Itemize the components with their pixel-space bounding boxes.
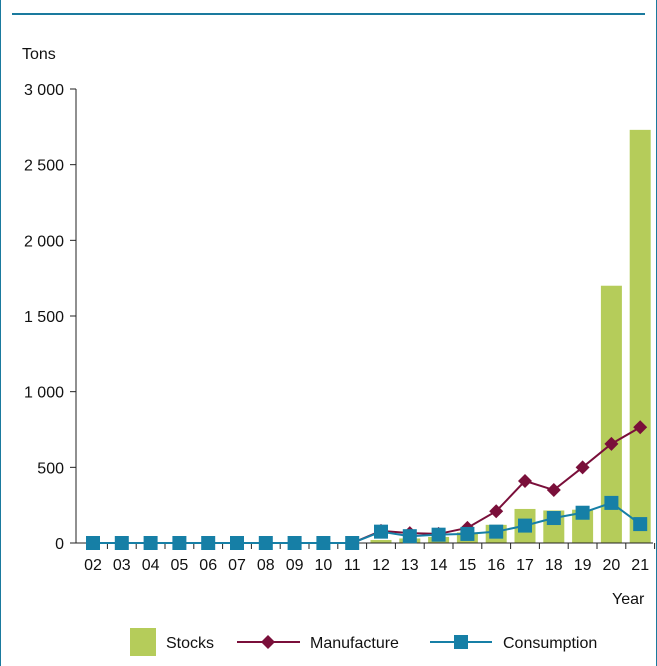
x-tick-label: 18 [545,557,563,574]
bar-stocks-12 [370,539,392,543]
point-consumption-07 [230,536,244,550]
point-consumption-04 [143,536,158,550]
point-consumption-17 [518,518,532,533]
y-tick-label: 3 000 [24,82,64,99]
point-manufacture-19 [575,460,590,475]
x-tick-label: 10 [315,557,333,574]
legend-label-stocks: Stocks [166,635,214,652]
point-consumption-21 [633,517,648,532]
legend-item-consumption: Consumption [430,635,597,652]
point-consumption-16 [489,524,504,539]
point-consumption-11 [345,536,360,550]
legend: Stocks Manufacture Consumption [130,628,597,656]
point-manufacture-21 [633,420,648,435]
x-tick-label: 16 [487,557,505,574]
legend-swatch-stocks [130,628,156,656]
point-consumption-05 [172,536,187,550]
legend-marker-manufacture [261,635,275,649]
x-tick-label: 21 [631,557,649,574]
x-tick-label: 02 [84,557,102,574]
x-tick-label: 12 [372,557,390,574]
axes-layer [75,89,653,544]
x-tick-label: 03 [113,557,131,574]
point-consumption-15 [460,526,475,541]
point-consumption-08 [258,536,273,550]
point-consumption-19 [575,505,590,520]
x-tick-label: 07 [228,557,246,574]
x-tick-label: 08 [257,557,275,574]
point-manufacture-17 [518,473,532,488]
point-manufacture-16 [489,504,504,519]
legend-item-manufacture: Manufacture [237,635,399,652]
x-tick-label: 11 [344,557,361,574]
x-tick-label: 14 [430,557,448,574]
y-tick-label: 0 [55,536,64,553]
point-manufacture-20 [604,436,619,451]
point-consumption-12 [374,524,388,539]
y-ticks: 0 500 1 000 1 500 2 000 2 500 3 000 [24,82,76,553]
y-tick-label: 1 500 [24,309,64,326]
x-tick-label: 05 [171,557,189,574]
x-tick-label: 20 [603,557,621,574]
point-consumption-03 [114,536,129,550]
x-tick-label: 09 [286,557,304,574]
point-consumption-14 [431,527,446,542]
y-axis-unit-label: Tons [22,46,56,63]
x-tick-label: 15 [459,557,477,574]
point-consumption-18 [546,511,561,526]
point-manufacture-18 [546,483,561,498]
point-consumption-20 [604,495,619,510]
legend-label-manufacture: Manufacture [310,635,399,652]
y-tick-label: 2 500 [24,158,64,175]
y-tick-label: 500 [37,460,64,477]
point-consumption-02 [86,536,100,550]
x-tick-label: 13 [401,557,419,574]
legend-label-consumption: Consumption [503,635,597,652]
legend-marker-consumption [454,635,468,649]
x-tick-label: 19 [574,557,592,574]
bars-layer [370,129,651,544]
x-tick-label: 04 [142,557,160,574]
x-ticks: 02 03 04 05 06 07 08 09 10 11 12 13 14 15 16 17 18 19 20 21 [84,543,656,574]
top-rule [12,13,645,15]
x-tick-label: 06 [199,557,217,574]
x-tick-label: 17 [516,557,534,574]
y-tick-label: 1 000 [24,385,64,402]
legend-item-stocks: Stocks [130,628,214,656]
y-tick-label: 2 000 [24,233,64,250]
point-consumption-13 [402,529,417,544]
point-consumption-09 [287,536,302,550]
point-consumption-10 [316,536,331,550]
x-axis-label: Year [612,591,645,608]
bar-stocks-20 [600,285,622,543]
bar-stocks-21 [629,129,651,544]
point-consumption-06 [201,536,216,550]
markers-layer [86,420,648,550]
